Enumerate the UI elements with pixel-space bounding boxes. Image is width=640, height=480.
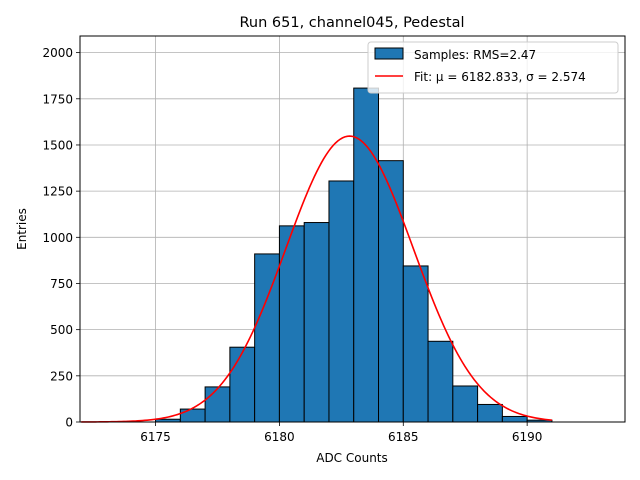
legend-frame	[367, 41, 619, 94]
histogram-bar	[328, 180, 355, 423]
histogram-bar	[229, 346, 256, 423]
y-tick-label: 2000	[42, 46, 73, 60]
x-tick-label: 6180	[264, 430, 295, 444]
y-tick-label: 750	[50, 277, 73, 291]
y-axis-ticks: 0 250 500 750 1000 1250 1500 1750 2000	[42, 46, 80, 430]
legend: Samples: RMS=2.47 Fit: μ = 6182.833, σ =…	[367, 41, 619, 94]
y-tick-label: 1000	[42, 231, 73, 245]
legend-samples-swatch	[374, 47, 404, 60]
histogram-bar	[501, 415, 528, 423]
histogram-bar	[402, 265, 429, 423]
histogram-bar	[427, 340, 454, 423]
x-axis-ticks: 6175 6180 6185 6190	[140, 422, 542, 444]
y-tick-label: 250	[50, 369, 73, 383]
histogram-bars	[155, 87, 553, 423]
histogram-bar	[477, 403, 503, 423]
plot-frame	[79, 35, 626, 423]
legend-samples-label: Samples: RMS=2.47	[414, 48, 536, 62]
histogram-bar	[179, 408, 206, 423]
histogram-bar	[204, 386, 231, 423]
y-tick-label: 500	[50, 323, 73, 337]
histogram-bar	[353, 87, 380, 423]
histogram-bar	[303, 222, 330, 423]
y-axis-label: Entries	[15, 208, 29, 250]
histogram-bar	[254, 253, 280, 423]
fit-curve	[81, 135, 552, 423]
x-tick-label: 6190	[512, 430, 543, 444]
y-tick-label: 0	[65, 416, 73, 430]
histogram-bar	[378, 160, 404, 423]
x-tick-label: 6185	[388, 430, 419, 444]
legend-fit-label: Fit: μ = 6182.833, σ = 2.574	[414, 70, 586, 84]
histogram-bar	[452, 385, 479, 423]
x-tick-label: 6175	[140, 430, 171, 444]
y-tick-label: 1750	[42, 92, 73, 106]
y-tick-label: 1250	[42, 185, 73, 199]
y-tick-label: 1500	[42, 138, 73, 152]
x-axis-label: ADC Counts	[316, 451, 388, 465]
chart-title: Run 651, channel045, Pedestal	[239, 15, 464, 31]
